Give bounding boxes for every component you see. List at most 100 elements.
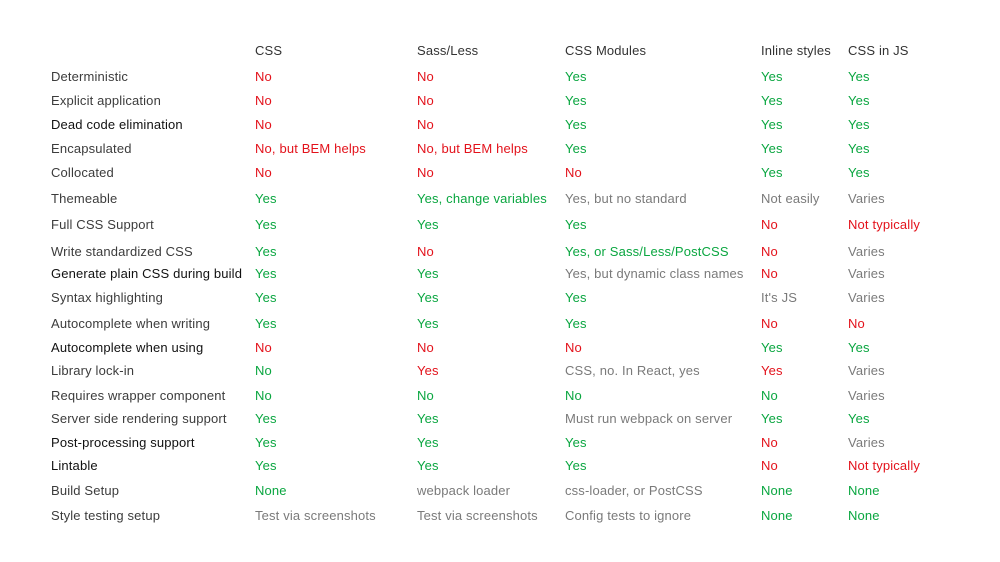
table-cell: No <box>255 117 272 132</box>
table-cell: Yes <box>255 458 277 473</box>
table-cell: No <box>761 435 778 450</box>
table-cell: Yes <box>761 117 783 132</box>
row-label: Style testing setup <box>51 508 161 523</box>
table-cell: No <box>255 165 272 180</box>
table-cell: Not typically <box>848 217 921 232</box>
row-label: Build Setup <box>51 483 120 498</box>
table-cell: Yes <box>417 435 439 450</box>
table-cell: Yes <box>761 69 783 84</box>
table-cell: Yes <box>761 141 783 156</box>
table-cell: No <box>417 388 434 403</box>
column-header: CSS in JS <box>848 43 909 58</box>
table-cell: Yes <box>417 363 439 378</box>
table-cell: No <box>565 388 582 403</box>
table-cell: None <box>761 508 793 523</box>
table-cell: Yes <box>848 69 870 84</box>
row-label: Write standardized CSS <box>51 244 193 259</box>
table-cell: Yes <box>761 363 783 378</box>
table-cell: Yes <box>417 458 439 473</box>
table-cell: Yes <box>255 290 277 305</box>
row-label: Server side rendering support <box>51 411 227 426</box>
row-label: Full CSS Support <box>51 217 154 232</box>
table-cell: Yes <box>565 69 587 84</box>
table-cell: Yes <box>565 290 587 305</box>
row-label: Deterministic <box>51 69 129 84</box>
table-cell: Yes <box>255 244 277 259</box>
table-cell: Yes <box>761 411 783 426</box>
table-cell: Yes, change variables <box>417 191 547 206</box>
table-cell: Yes <box>848 117 870 132</box>
table-cell: css-loader, or PostCSS <box>565 483 703 498</box>
table-cell: Yes <box>417 290 439 305</box>
table-cell: It's JS <box>761 290 798 305</box>
table-cell: Yes <box>255 316 277 331</box>
table-cell: No <box>417 244 434 259</box>
column-header: CSS <box>255 43 283 58</box>
table-cell: Yes <box>848 165 870 180</box>
row-label: Dead code elimination <box>51 117 183 132</box>
table-cell: Varies <box>848 290 885 305</box>
table-cell: Yes <box>255 435 277 450</box>
table-cell: webpack loader <box>417 483 511 498</box>
table-cell: Yes <box>565 93 587 108</box>
table-cell: Yes <box>417 316 439 331</box>
row-label: Collocated <box>51 165 114 180</box>
table-cell: Yes <box>761 93 783 108</box>
row-label: Themeable <box>51 191 118 206</box>
table-cell: Config tests to ignore <box>565 508 692 523</box>
table-cell: None <box>848 483 880 498</box>
row-label: Generate plain CSS during build <box>51 266 243 281</box>
table-cell: No <box>761 266 778 281</box>
table-cell: CSS, no. In React, yes <box>565 363 700 378</box>
table-cell: Yes, but dynamic class names <box>565 266 744 281</box>
table-cell: Yes, but no standard <box>565 191 687 206</box>
table-cell: Yes <box>761 340 783 355</box>
table-cell: No <box>255 69 272 84</box>
table-cell: Yes <box>848 340 870 355</box>
table-cell: No <box>417 340 434 355</box>
column-header: Inline styles <box>761 43 831 58</box>
table-cell: No <box>761 217 778 232</box>
table-cell: Yes <box>848 93 870 108</box>
table-cell: None <box>848 508 880 523</box>
row-label: Post-processing support <box>51 435 195 450</box>
table-cell: No <box>761 388 778 403</box>
table-cell: Varies <box>848 388 885 403</box>
row-label: Encapsulated <box>51 141 132 156</box>
table-cell: Varies <box>848 435 885 450</box>
table-cell: Yes, or Sass/Less/PostCSS <box>565 244 729 259</box>
table-cell: No <box>761 316 778 331</box>
table-cell: Yes <box>417 411 439 426</box>
row-label: Autocomplete when writing <box>51 316 211 331</box>
table-cell: No <box>761 244 778 259</box>
row-label: Syntax highlighting <box>51 290 163 305</box>
table-cell: Yes <box>255 411 277 426</box>
table-cell: Varies <box>848 244 885 259</box>
table-cell: No <box>565 340 582 355</box>
table-cell: Yes <box>255 266 277 281</box>
table-cell: Yes <box>417 266 439 281</box>
column-header: Sass/Less <box>417 43 479 58</box>
table-cell: Yes <box>848 141 870 156</box>
table-cell: No <box>417 117 434 132</box>
table-cell: No <box>761 458 778 473</box>
table-cell: No <box>255 388 272 403</box>
row-label: Lintable <box>51 458 98 473</box>
row-label: Explicit application <box>51 93 161 108</box>
table-cell: Yes <box>417 217 439 232</box>
table-cell: Yes <box>565 217 587 232</box>
table-cell: No <box>255 93 272 108</box>
row-label: Library lock-in <box>51 363 135 378</box>
table-cell: No <box>417 93 434 108</box>
table-cell: Test via screenshots <box>417 508 538 523</box>
table-cell: Yes <box>565 435 587 450</box>
table-cell: Varies <box>848 191 885 206</box>
table-cell: Yes <box>565 141 587 156</box>
table-cell: Yes <box>565 316 587 331</box>
row-label: Autocomplete when using <box>51 340 204 355</box>
table-cell: No <box>255 363 272 378</box>
table-cell: Yes <box>255 191 277 206</box>
table-cell: No <box>565 165 582 180</box>
table-cell: Varies <box>848 266 885 281</box>
